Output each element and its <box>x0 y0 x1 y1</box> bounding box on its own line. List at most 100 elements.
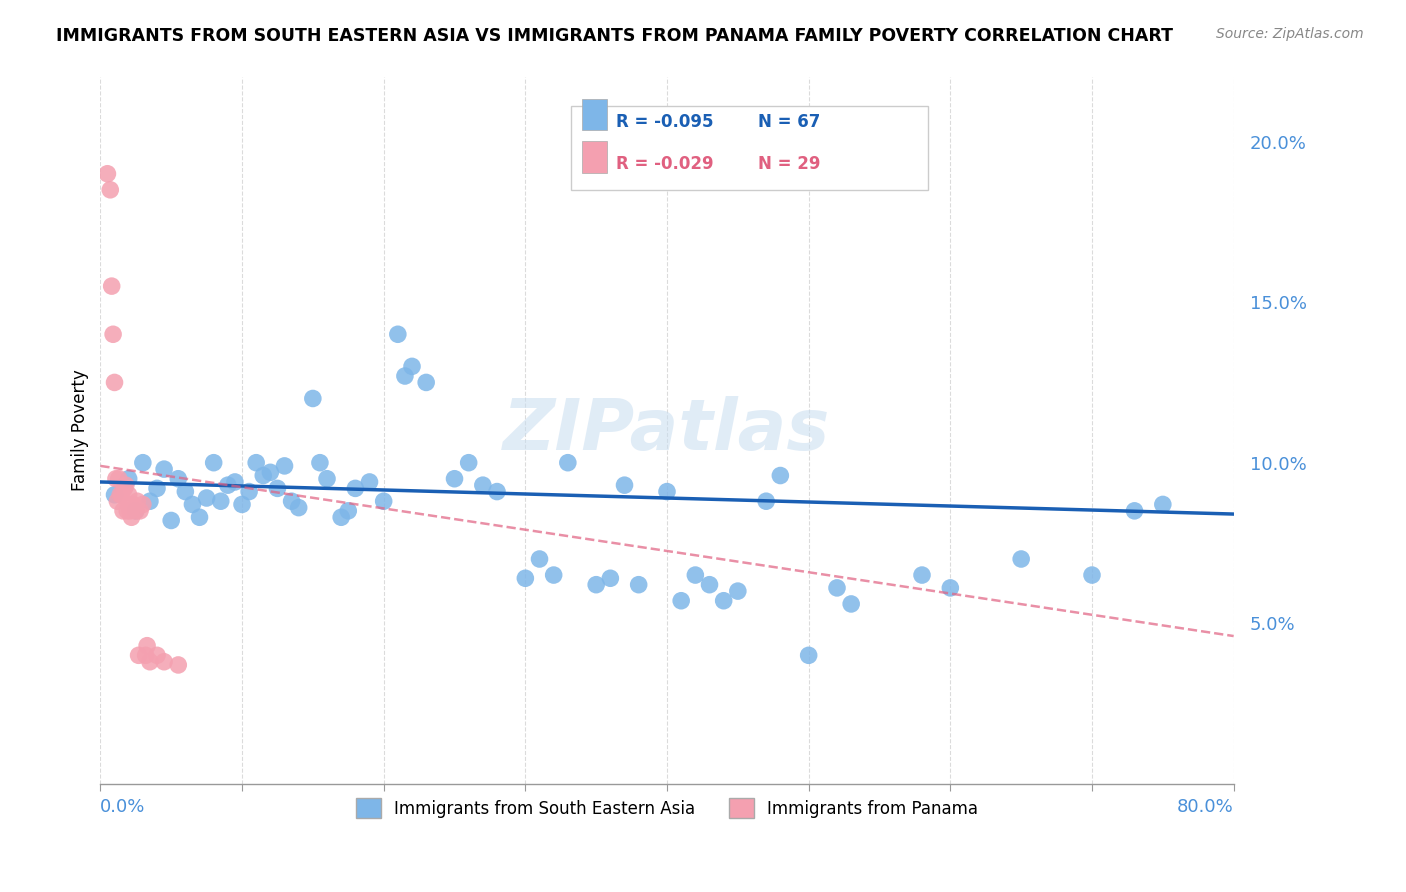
Point <box>627 577 650 591</box>
Point <box>115 478 138 492</box>
Point <box>181 498 204 512</box>
Point <box>127 494 149 508</box>
Point <box>103 488 125 502</box>
Point <box>136 639 159 653</box>
Point <box>1152 498 1174 512</box>
Point <box>125 504 148 518</box>
Point <box>195 491 218 505</box>
Point <box>387 327 409 342</box>
Point <box>543 568 565 582</box>
Point <box>125 504 148 518</box>
Point <box>188 510 211 524</box>
Point <box>107 472 129 486</box>
Point <box>599 571 621 585</box>
Point <box>238 484 260 499</box>
Text: Source: ZipAtlas.com: Source: ZipAtlas.com <box>1216 27 1364 41</box>
Point <box>839 597 862 611</box>
Point <box>105 494 128 508</box>
Point <box>669 593 692 607</box>
Text: N = 29: N = 29 <box>758 155 820 173</box>
Point <box>231 498 253 512</box>
Point <box>713 593 735 607</box>
Point <box>252 468 274 483</box>
Point <box>515 571 537 585</box>
Point <box>139 655 162 669</box>
Point <box>613 478 636 492</box>
Text: 0.0%: 0.0% <box>100 797 146 816</box>
Point <box>273 458 295 473</box>
Point <box>96 167 118 181</box>
Point <box>259 466 281 480</box>
Point <box>655 484 678 499</box>
Point <box>529 552 551 566</box>
Point <box>202 456 225 470</box>
Point <box>769 468 792 483</box>
Point <box>939 581 962 595</box>
Point <box>1081 568 1104 582</box>
Point <box>344 482 367 496</box>
Text: R = -0.095: R = -0.095 <box>616 112 713 131</box>
Point <box>471 478 494 492</box>
Point <box>316 472 339 486</box>
Point <box>98 183 121 197</box>
Point <box>174 484 197 499</box>
Point <box>727 584 749 599</box>
Legend: Immigrants from South Eastern Asia, Immigrants from Panama: Immigrants from South Eastern Asia, Immi… <box>349 791 984 825</box>
Bar <box>571 105 928 191</box>
Point <box>217 478 239 492</box>
Point <box>153 462 176 476</box>
Point <box>160 513 183 527</box>
Point <box>129 504 152 518</box>
Point <box>118 488 141 502</box>
Point <box>146 648 169 663</box>
Point <box>394 369 416 384</box>
Point <box>401 359 423 374</box>
Point <box>167 657 190 672</box>
Point <box>224 475 246 489</box>
Point <box>287 500 309 515</box>
Point <box>100 279 122 293</box>
Text: 80.0%: 80.0% <box>1177 797 1233 816</box>
Point <box>443 472 465 486</box>
Point <box>110 488 132 502</box>
Point <box>755 494 778 508</box>
Point <box>135 648 157 663</box>
Point <box>103 376 125 390</box>
Text: N = 67: N = 67 <box>758 112 820 131</box>
Point <box>146 482 169 496</box>
Point <box>101 327 124 342</box>
Point <box>585 577 607 591</box>
Point <box>1123 504 1146 518</box>
Point <box>104 472 127 486</box>
Point <box>337 504 360 518</box>
Point <box>825 581 848 595</box>
Point <box>122 498 145 512</box>
Point <box>485 484 508 499</box>
Point <box>117 504 139 518</box>
Point <box>245 456 267 470</box>
Point <box>280 494 302 508</box>
Point <box>132 498 155 512</box>
Y-axis label: Family Poverty: Family Poverty <box>72 369 89 491</box>
Point <box>111 504 134 518</box>
Text: IMMIGRANTS FROM SOUTH EASTERN ASIA VS IMMIGRANTS FROM PANAMA FAMILY POVERTY CORR: IMMIGRANTS FROM SOUTH EASTERN ASIA VS IM… <box>56 27 1173 45</box>
Point <box>118 472 141 486</box>
Point <box>685 568 707 582</box>
Point <box>911 568 934 582</box>
Point <box>167 472 190 486</box>
Point <box>139 494 162 508</box>
Point <box>209 494 232 508</box>
Bar <box>582 99 607 130</box>
Point <box>120 504 142 518</box>
Point <box>108 488 131 502</box>
Point <box>114 482 136 496</box>
Point <box>457 456 479 470</box>
Point <box>373 494 395 508</box>
Point <box>128 648 150 663</box>
Point <box>415 376 437 390</box>
Point <box>121 510 143 524</box>
Point <box>153 655 176 669</box>
Point <box>1010 552 1032 566</box>
Point <box>302 392 325 406</box>
Point <box>797 648 820 663</box>
